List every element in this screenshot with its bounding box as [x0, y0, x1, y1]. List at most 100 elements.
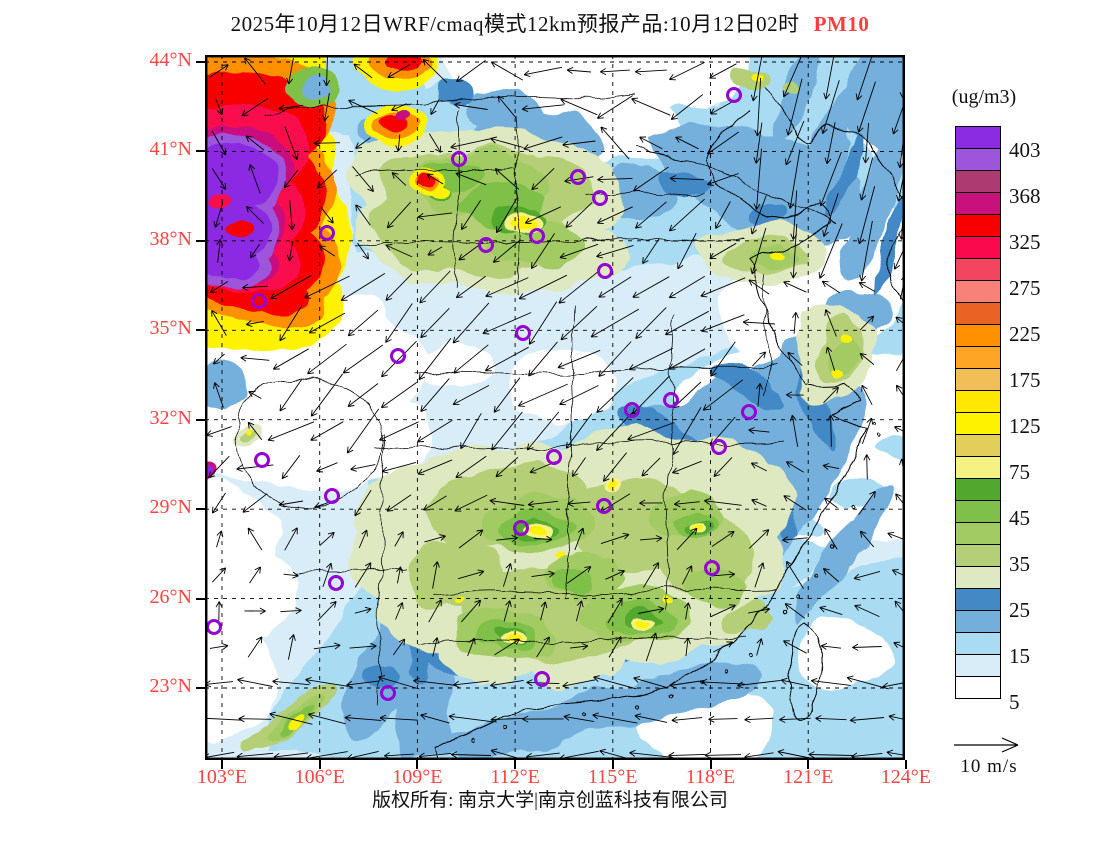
wind-arrow: [385, 244, 413, 258]
colorbar-tick-label: 35: [1009, 552, 1030, 576]
page-title: 2025年10月12日WRF/cmaq模式12km预报产品:10月12日02时 P…: [0, 8, 1100, 38]
wind-arrow: [668, 348, 706, 370]
wind-arrow: [668, 198, 705, 232]
wind-arrow: [523, 136, 563, 151]
wind-arrow: [853, 570, 881, 581]
x-axis-label: 109°E: [392, 766, 443, 788]
city-marker: [515, 325, 531, 341]
wind-arrow: [209, 281, 229, 293]
wind-arrow: [432, 561, 440, 589]
wind-arrow: [385, 303, 413, 343]
x-axis-label: 121°E: [783, 766, 834, 788]
wind-arrow: [242, 283, 268, 291]
wind-arrow: [862, 122, 870, 164]
wind-arrow: [684, 602, 691, 620]
colorbar-segment: [955, 236, 1001, 259]
wind-arrow: [783, 280, 807, 293]
wind-arrow: [639, 499, 663, 507]
wind-arrow: [240, 354, 270, 362]
colorbar-segment: [955, 522, 1001, 545]
wind-arrow: [283, 571, 299, 579]
wind-arrow: [527, 500, 558, 508]
wind-arrow: [313, 139, 341, 147]
wind-arrow: [450, 138, 492, 150]
colorbar-segment: [955, 148, 1001, 171]
colorbar-segment: [955, 456, 1001, 479]
coastline-east: [888, 224, 905, 306]
wind-arrow: [560, 98, 598, 116]
wind-arrow: [629, 749, 673, 758]
wind-arrow: [711, 530, 735, 547]
colorbar-segment: [955, 214, 1001, 237]
wind-arrow: [607, 598, 623, 624]
x-axis-label: 103°E: [196, 766, 248, 788]
wind-arrow: [676, 527, 698, 551]
wind-arrow: [423, 495, 447, 511]
latlon-gridlines: [205, 55, 907, 760]
wind-arrow: [348, 99, 378, 115]
map-area: [204, 54, 907, 761]
wind-arrow: [455, 171, 487, 186]
wind-arrow: [482, 312, 532, 335]
wind-arrow: [571, 457, 586, 477]
wind-arrow: [528, 341, 558, 377]
wind-arrow: [753, 148, 762, 210]
wind-arrow: [672, 407, 702, 455]
wind-arrow: [378, 675, 420, 690]
wind-arrow: [485, 277, 529, 298]
wind-arrow: [213, 202, 224, 228]
wind-arrow: [562, 679, 596, 689]
wind-arrow: [777, 749, 813, 759]
wind-arrow: [522, 715, 564, 723]
wind-arrow: [643, 562, 660, 588]
city-marker: [319, 225, 335, 241]
city-marker: [328, 575, 344, 591]
wind-arrow: [566, 66, 592, 74]
colorbar-segment: [955, 434, 1001, 457]
wind-arrow: [575, 600, 584, 622]
wind-arrow: [669, 61, 705, 81]
wind-arrow: [456, 60, 486, 83]
wind-arrow: [751, 498, 767, 507]
wind-arrow: [821, 280, 841, 294]
colorbar-segment: [955, 346, 1001, 369]
wind-arrow: [859, 315, 875, 331]
wind-arrow: [448, 713, 494, 723]
wind-arrow: [460, 200, 481, 230]
wind-arrow: [590, 308, 640, 338]
wind-arrow: [490, 136, 524, 148]
wind-arrow: [521, 104, 564, 113]
wind-arrow: [709, 63, 737, 79]
wind-arrow: [818, 223, 843, 279]
wind-arrow: [701, 678, 745, 686]
wind-arrow: [789, 414, 799, 447]
city-marker: [546, 449, 562, 465]
wind-arrow: [570, 643, 589, 650]
wind-arrow: [859, 220, 873, 282]
wind-arrow: [490, 715, 524, 723]
city-marker: [513, 520, 529, 536]
province-borders: [237, 94, 836, 706]
wind-arrow: [599, 68, 630, 76]
wind-arrow: [683, 637, 691, 657]
wind-arrow: [564, 176, 594, 184]
wind-arrow: [307, 343, 347, 375]
wind-arrow: [502, 563, 513, 587]
wind-arrow: [386, 494, 412, 512]
wind-arrow: [453, 680, 489, 688]
wind-arrow: [557, 349, 601, 369]
colorbar: [955, 126, 1001, 699]
wind-arrow: [713, 641, 734, 653]
wind-arrow: [815, 715, 847, 722]
wind-arrow: [756, 383, 764, 407]
colorbar-unit: (ug/m3): [951, 86, 1017, 108]
wind-arrow: [669, 680, 705, 689]
wind-arrow: [352, 166, 374, 193]
y-axis-label: 26°N: [149, 585, 192, 608]
wind-arrow: [215, 601, 223, 621]
wind-arrow: [287, 634, 296, 660]
wind-arrow: [670, 94, 704, 120]
wind-arrow: [677, 232, 697, 270]
colorbar-segment: [955, 412, 1001, 435]
